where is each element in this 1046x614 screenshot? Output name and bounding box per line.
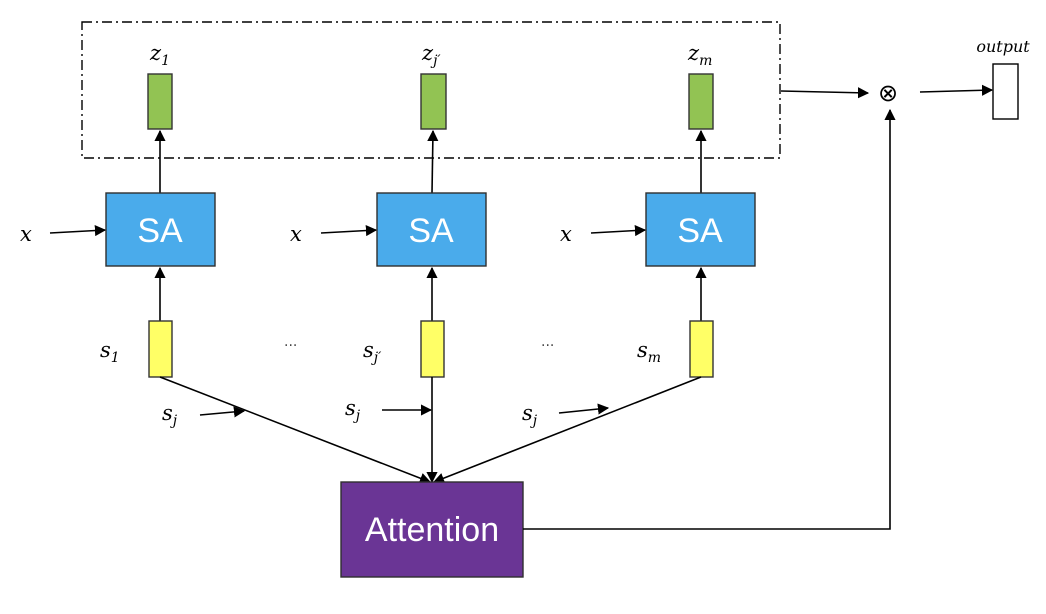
s-box-3: [689, 320, 714, 378]
otimes-to-output-arrow: [919, 84, 994, 96]
z-label-2: zj′: [421, 41, 441, 69]
sj-arrow-1: [199, 406, 246, 418]
s-box-2: [420, 320, 445, 378]
sa-label-3: SA: [677, 212, 723, 250]
x-label-3: x: [560, 222, 572, 246]
attention-to-otimes-line: [523, 108, 896, 530]
attention-label: Attention: [365, 511, 499, 549]
s-label-3: sm: [637, 338, 661, 366]
x-label-1: x: [20, 222, 32, 246]
z-box-3: [688, 73, 714, 130]
s1-to-attention-line: [159, 376, 432, 484]
ellipsis-2: ···: [541, 338, 554, 354]
s3-to-attention-line: [432, 376, 702, 484]
sj-label-1: sj: [162, 401, 178, 429]
z-box-1: [147, 73, 173, 130]
sj-label-3: sj: [522, 401, 538, 429]
sa-label-2: SA: [408, 212, 454, 250]
attention-box: [340, 481, 524, 578]
sa-to-z-arrow-2: [427, 129, 439, 194]
s-label-1: s1: [100, 338, 120, 366]
z-box-2: [420, 73, 447, 130]
column-2: zj′ SA x sj′ sj: [290, 41, 487, 424]
x-arrow-1: [49, 224, 107, 237]
frame-to-otimes-arrow: [780, 87, 870, 99]
column-3: zm SA x sm sj: [522, 41, 756, 429]
z-group-frame: [81, 21, 781, 159]
s-box-1: [148, 320, 173, 378]
sj-arrow-3: [558, 403, 610, 415]
sj-label-2: sj: [345, 396, 361, 424]
output-box: [992, 63, 1019, 120]
s-label-2: sj′: [363, 338, 382, 366]
ellipsis-1: ···: [284, 338, 297, 354]
x-arrow-3: [590, 224, 647, 237]
column-1: z1 SA x s1 sj: [20, 41, 246, 429]
output-label: output: [976, 37, 1030, 56]
sa-box-2: [376, 192, 487, 267]
sa-label-1: SA: [137, 212, 183, 250]
x-label-2: x: [290, 222, 302, 246]
z-label-3: zm: [687, 41, 712, 69]
x-arrow-2: [320, 224, 378, 237]
otimes-symbol: ⊗: [878, 79, 898, 107]
z-label-1: z1: [149, 41, 170, 69]
